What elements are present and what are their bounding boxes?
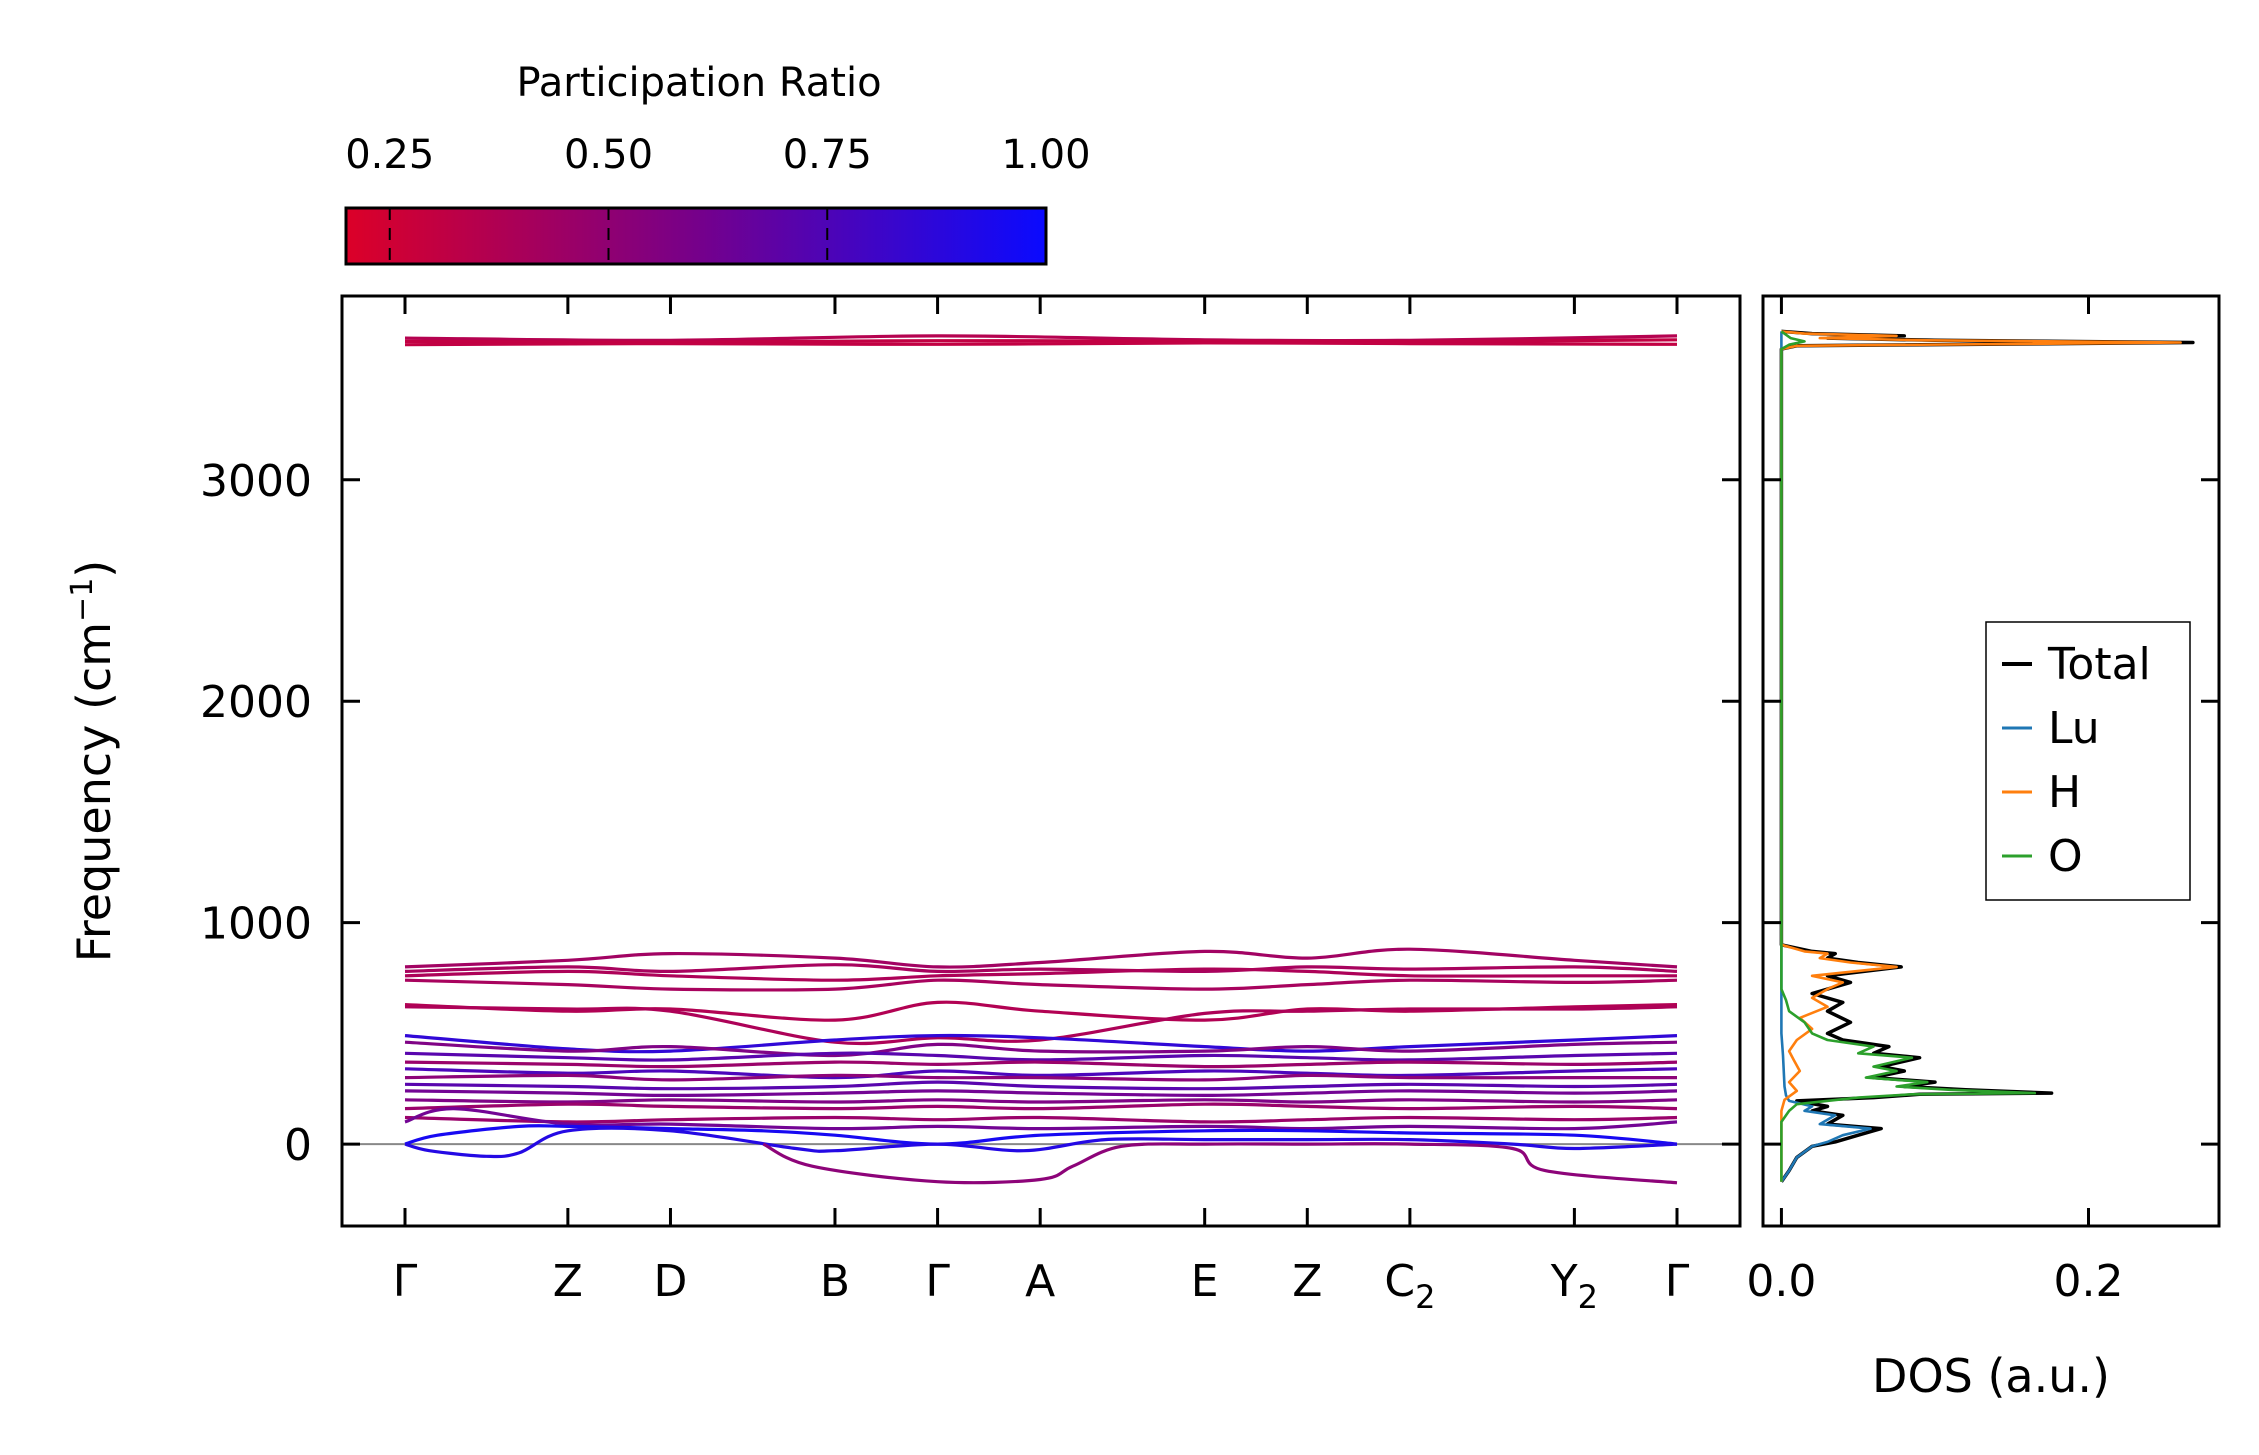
k-point-label-7: Z: [1292, 1256, 1322, 1307]
dos-series-lu: [1780, 331, 1872, 1183]
y-tick-label-0: 0: [284, 1120, 312, 1171]
k-point-label-3: B: [820, 1256, 850, 1307]
phonon-band-11: [404, 1051, 1678, 1062]
phonon-band-12: [404, 1060, 1678, 1069]
y-axis-label: Frequency (cm−1): [65, 560, 121, 963]
legend: Total Lu HO: [1985, 621, 2191, 901]
dos-plot-frame: [1761, 294, 2221, 1228]
phonon-band-7: [404, 1000, 1678, 1022]
phonon-band-20: [404, 1106, 1678, 1131]
phonon-band-5: [404, 967, 1677, 982]
dos-series-h: [1780, 330, 2182, 1182]
phonon-band-8: [404, 1005, 1678, 1046]
dos-x-axis-label: DOS (a.u.): [1872, 1349, 2110, 1403]
k-point-label-8: C2: [1384, 1256, 1435, 1316]
colorbar-gradient: [344, 206, 1048, 266]
legend-frame: [1985, 621, 2191, 901]
y-tick-label-2: 2000: [200, 677, 312, 728]
legend-label-total: Total: [2047, 639, 2151, 690]
phonon-band-3: [404, 947, 1678, 969]
phonon-band-9: [404, 1033, 1678, 1054]
k-point-label-1: Z: [553, 1256, 583, 1307]
phonon-band-14: [404, 1073, 1677, 1082]
phonon-band-16: [404, 1089, 1678, 1098]
dos-series-o: [1780, 330, 2037, 1182]
phonon-band-22: [404, 1126, 1678, 1159]
dos-x-tick-label-1: 0.2: [2054, 1256, 2124, 1307]
colorbar-tick-label-1: 0.50: [564, 132, 653, 178]
phonon-band-10: [404, 1040, 1678, 1058]
dos-panel: 0.0 0.2 DOS (a.u.) Total Lu HO: [1746, 294, 2221, 1403]
k-point-label-10: Γ: [1665, 1256, 1690, 1307]
dos-x-tick-label-0: 0.0: [1746, 1256, 1816, 1307]
colorbar-title: Participation Ratio: [516, 60, 881, 106]
k-point-label-5: A: [1025, 1256, 1055, 1307]
k-point-label-4: Γ: [925, 1256, 950, 1307]
phonon-band-1: [404, 338, 1678, 344]
colorbar: Participation Ratio 0.25 0.50 0.75 1.00: [344, 60, 1091, 266]
colorbar-tick-label-2: 0.75: [783, 132, 872, 178]
k-point-label-6: E: [1191, 1256, 1219, 1307]
colorbar-tick-label-3: 1.00: [1001, 132, 1090, 178]
phonon-band-6: [404, 978, 1678, 992]
phonon-band-19: [404, 1115, 1678, 1124]
band-structure-panel: 0 1000 2000 3000 Γ Z D B Γ A E Z C2 Y2 Γ Frequency (c…: [65, 294, 1742, 1316]
legend-label-o: O: [2048, 831, 2083, 882]
k-point-label-0: Γ: [393, 1256, 418, 1307]
legend-label-h: H: [2048, 767, 2081, 818]
phonon-band-2: [404, 341, 1678, 347]
y-tick-label-1: 1000: [200, 899, 312, 950]
phonon-band-17: [404, 1098, 1678, 1104]
y-tick-label-3: 3000: [200, 456, 312, 507]
k-point-label-9: Y2: [1550, 1256, 1598, 1316]
legend-label-lu: Lu: [2048, 703, 2100, 754]
k-point-label-2: D: [654, 1256, 688, 1307]
phonon-band-15: [404, 1080, 1678, 1091]
phonon-band-23: [762, 1142, 1678, 1185]
phonon-band-4: [404, 963, 1678, 974]
phonon-band-18: [404, 1102, 1678, 1111]
colorbar-tick-label-0: 0.25: [345, 132, 434, 178]
phonon-band-13: [404, 1067, 1678, 1080]
